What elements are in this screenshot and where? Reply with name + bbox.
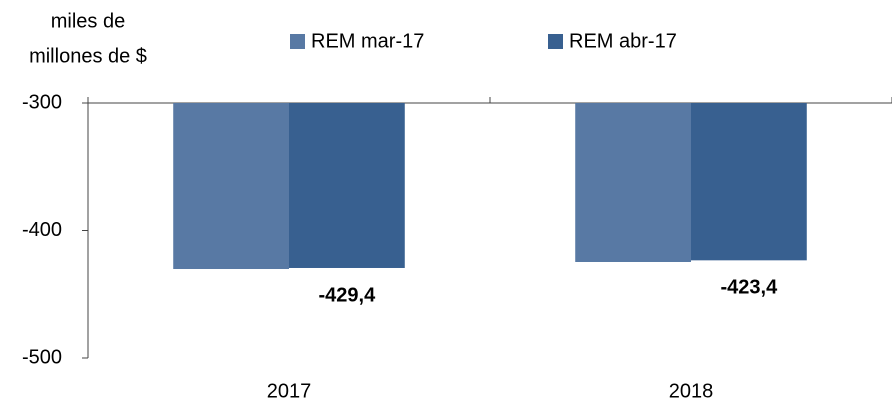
y-axis-title: millones de $ <box>29 45 147 67</box>
y-tick-label: -300 <box>22 91 62 113</box>
legend-label: REM mar-17 <box>311 30 424 52</box>
value-label: -429,4 <box>319 284 377 306</box>
y-tick-label: -400 <box>22 219 62 241</box>
legend-swatch <box>290 34 305 49</box>
bar <box>575 103 691 262</box>
bar <box>691 103 807 261</box>
x-tick-label: 2018 <box>669 380 714 402</box>
y-axis-title: miles de <box>51 10 125 32</box>
bar <box>173 103 289 270</box>
x-tick-label: 2017 <box>267 380 312 402</box>
legend-label: REM abr-17 <box>569 30 677 52</box>
value-label: -423,4 <box>721 277 779 299</box>
legend-swatch <box>548 34 563 49</box>
bar <box>289 103 405 268</box>
y-tick-label: -500 <box>22 346 62 368</box>
